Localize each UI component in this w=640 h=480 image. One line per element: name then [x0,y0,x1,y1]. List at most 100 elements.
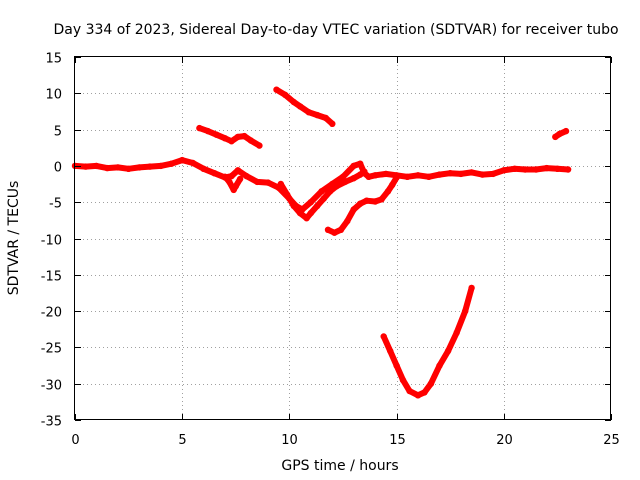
data-point [341,178,349,186]
data-point [236,175,244,183]
data-point [543,164,550,172]
data-point [104,164,111,172]
data-point [179,156,186,164]
data-point [296,209,304,217]
data-point [314,202,321,209]
data-point [337,226,345,233]
data-point [125,165,132,172]
data-point [136,164,143,171]
series-dip-near-7.5h [221,173,244,194]
data-point [221,173,229,180]
data-point [305,109,312,116]
y-tick-label: 15 [45,52,62,67]
data-point [350,206,357,213]
data-point [365,173,372,180]
data-point [361,168,368,175]
data-point [234,167,242,174]
data-point [228,172,235,180]
data-point [380,333,387,340]
data-point [404,173,411,180]
data-point [387,347,394,355]
data-point [213,131,220,138]
data-point [457,170,465,178]
data-point [284,191,291,199]
data-point [468,284,475,292]
data-point [146,163,154,170]
y-tick-label: 10 [45,88,62,103]
data-point [489,170,497,178]
y-tick-label: -10 [41,234,62,249]
series-late-segment [552,127,570,141]
data-point [290,98,297,106]
y-tick-label: -20 [41,306,62,321]
data-point [500,167,507,174]
x-tick-label: 20 [496,433,513,448]
x-tick-label: 15 [389,433,406,448]
data-point [82,163,89,170]
data-point [344,217,351,225]
data-point [232,183,239,190]
data-point [468,169,475,176]
data-point [326,188,334,195]
series-high-arc [196,124,263,149]
data-point [322,114,329,122]
data-point [114,164,122,171]
x-tick-label: 25 [603,433,620,448]
series-deep-V [380,284,475,399]
data-point [436,362,443,369]
y-tick-label: -30 [41,379,62,394]
x-axis-title: GPS time / hours [281,458,398,474]
data-point [357,200,364,207]
data-point [254,178,261,186]
y-tick-label: -5 [49,197,62,212]
data-point [511,165,518,172]
data-point [273,86,280,93]
data-point [522,166,529,173]
y-axis-title: SDTVAR / TECUs [6,181,22,296]
data-point [447,170,454,177]
data-point [211,170,218,177]
data-point [357,160,364,167]
data-point [307,199,314,206]
y-tick-label: -35 [41,415,62,430]
series-lower-dip [277,168,368,222]
data-point [243,172,250,180]
series-rising-segment [324,174,400,236]
data-point [378,196,385,203]
data-point [421,389,428,396]
data-point [168,160,175,167]
data-point [296,103,304,110]
x-tick-label: 10 [281,433,298,448]
data-point [228,138,235,145]
data-point [425,173,432,180]
data-point [436,171,443,178]
data-point [444,347,452,355]
data-point [226,178,233,186]
data-point [196,124,203,132]
data-point [157,162,164,170]
data-point [234,133,242,141]
data-point [562,127,570,135]
data-point [204,127,212,135]
data-point [554,165,561,172]
series-main-band [71,156,572,213]
data-point [277,180,284,188]
data-point [389,181,396,188]
data-point [414,172,422,179]
data-point [382,170,390,178]
data-point [303,215,310,222]
data-point [189,159,197,167]
data-point [333,183,340,190]
data-point [339,173,347,180]
data-point [556,130,563,138]
y-tick-label: 5 [54,125,62,140]
data-point [247,137,254,144]
data-point [264,179,272,186]
data-point [324,226,332,233]
data-point [406,387,413,395]
data-point [221,135,229,142]
data-point [564,166,572,173]
plot-frame [74,56,611,420]
data-point [241,132,248,140]
